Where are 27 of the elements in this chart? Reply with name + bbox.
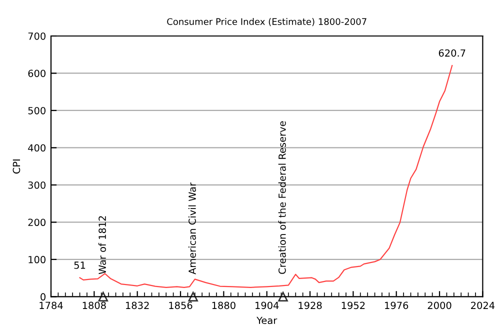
x-tick-label: 1856 bbox=[169, 302, 192, 310]
x-tick-label: 1808 bbox=[82, 302, 106, 310]
x-tick-label: 1832 bbox=[126, 302, 149, 310]
y-tick-label: 200 bbox=[28, 218, 46, 226]
x-tick-label: 1880 bbox=[212, 302, 236, 310]
annotation: American Civil War bbox=[188, 182, 196, 274]
y-tick-label: 700 bbox=[28, 32, 46, 40]
y-tick-label: 0 bbox=[40, 293, 46, 301]
y-tick-label: 100 bbox=[28, 256, 46, 264]
x-tick-label: 2000 bbox=[428, 302, 452, 310]
x-axis-title: Year bbox=[256, 316, 278, 324]
annotation: Creation of the Federal Reserve bbox=[278, 121, 286, 274]
y-tick-label: 500 bbox=[28, 106, 46, 114]
annotation: 51 bbox=[74, 262, 86, 269]
annotation: 620.7 bbox=[438, 49, 466, 57]
x-tick-label: 1976 bbox=[385, 302, 408, 310]
chart-title: Consumer Price Index (Estimate) 1800-2007 bbox=[167, 18, 366, 26]
y-tick-label: 600 bbox=[28, 70, 46, 78]
x-tick-label: 1784 bbox=[40, 302, 63, 310]
y-tick-label: 400 bbox=[28, 144, 46, 152]
x-tick-label: 1952 bbox=[342, 302, 365, 310]
x-tick-label: 1928 bbox=[298, 302, 322, 310]
y-tick-label: 300 bbox=[28, 181, 46, 189]
x-tick-label: 2024 bbox=[471, 302, 495, 310]
annotation: War of 1812 bbox=[98, 216, 106, 274]
y-axis-title: CPI bbox=[12, 160, 20, 174]
x-tick-label: 1904 bbox=[256, 302, 279, 310]
